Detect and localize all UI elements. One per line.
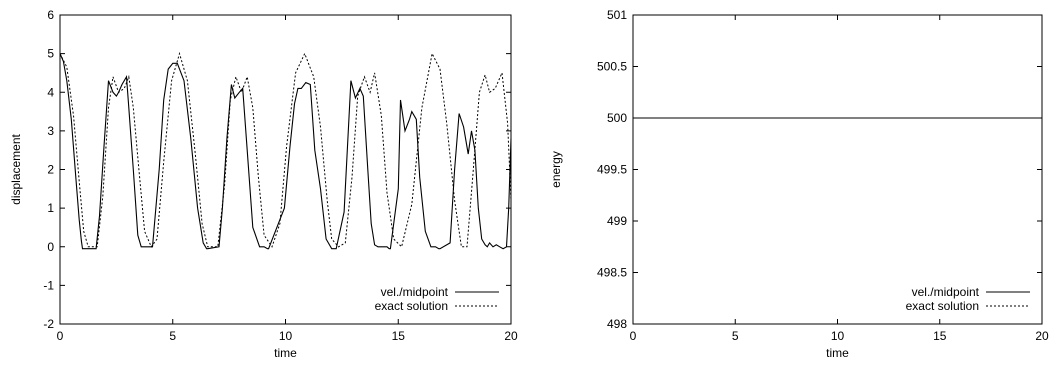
x-axis-label: time bbox=[274, 346, 297, 360]
energy-chart: 0 5 10 15 20 498 498.5 499 499.5 500 500.5 501 time e… bbox=[549, 8, 1049, 360]
y-tick-label: 501 bbox=[607, 8, 627, 22]
y-tick-label: 3 bbox=[47, 124, 54, 138]
legend-label: exact solution bbox=[375, 299, 448, 313]
y-tick-label: 2 bbox=[47, 163, 54, 177]
y-tick-label: 4 bbox=[47, 85, 54, 99]
y-tick-label: 498 bbox=[607, 317, 627, 331]
y-tick-label: -2 bbox=[43, 317, 54, 331]
legend-label: vel./midpoint bbox=[912, 285, 980, 299]
series-line-vel-midpoint bbox=[59, 53, 512, 250]
x-tick-label: 10 bbox=[831, 329, 845, 343]
legend-label: vel./midpoint bbox=[381, 285, 449, 299]
y-tick-label: 1 bbox=[47, 201, 54, 215]
legend-label: exact solution bbox=[906, 299, 979, 313]
x-axis-label: time bbox=[826, 346, 849, 360]
x-tick-label: 15 bbox=[933, 329, 947, 343]
x-tick-label: 0 bbox=[57, 329, 64, 343]
x-tick-label: 5 bbox=[169, 329, 176, 343]
y-axis-label: displacement bbox=[9, 133, 23, 204]
y-tick-label: 0 bbox=[47, 240, 54, 254]
y-tick-label: 499.5 bbox=[597, 163, 627, 177]
x-tick-label: 20 bbox=[504, 329, 518, 343]
y-tick-label: 500.5 bbox=[597, 60, 627, 74]
x-tick-label: 5 bbox=[732, 329, 739, 343]
x-tick-label: 0 bbox=[630, 329, 637, 343]
series-line-exact-solution bbox=[59, 51, 512, 248]
y-tick-label: 6 bbox=[47, 8, 54, 22]
x-tick-label: 10 bbox=[279, 329, 293, 343]
displacement-chart: 0 5 10 15 20 -2 -1 0 1 2 3 4 5 6 time displacement vel./… bbox=[9, 8, 518, 360]
y-axis-label: energy bbox=[549, 151, 563, 188]
x-tick-label: 15 bbox=[392, 329, 406, 343]
y-tick-label: 498.5 bbox=[597, 266, 627, 280]
y-tick-label: -1 bbox=[43, 278, 54, 292]
y-tick-label: 500 bbox=[607, 111, 627, 125]
x-tick-label: 20 bbox=[1035, 329, 1049, 343]
y-tick-label: 5 bbox=[47, 47, 54, 61]
y-tick-label: 499 bbox=[607, 214, 627, 228]
